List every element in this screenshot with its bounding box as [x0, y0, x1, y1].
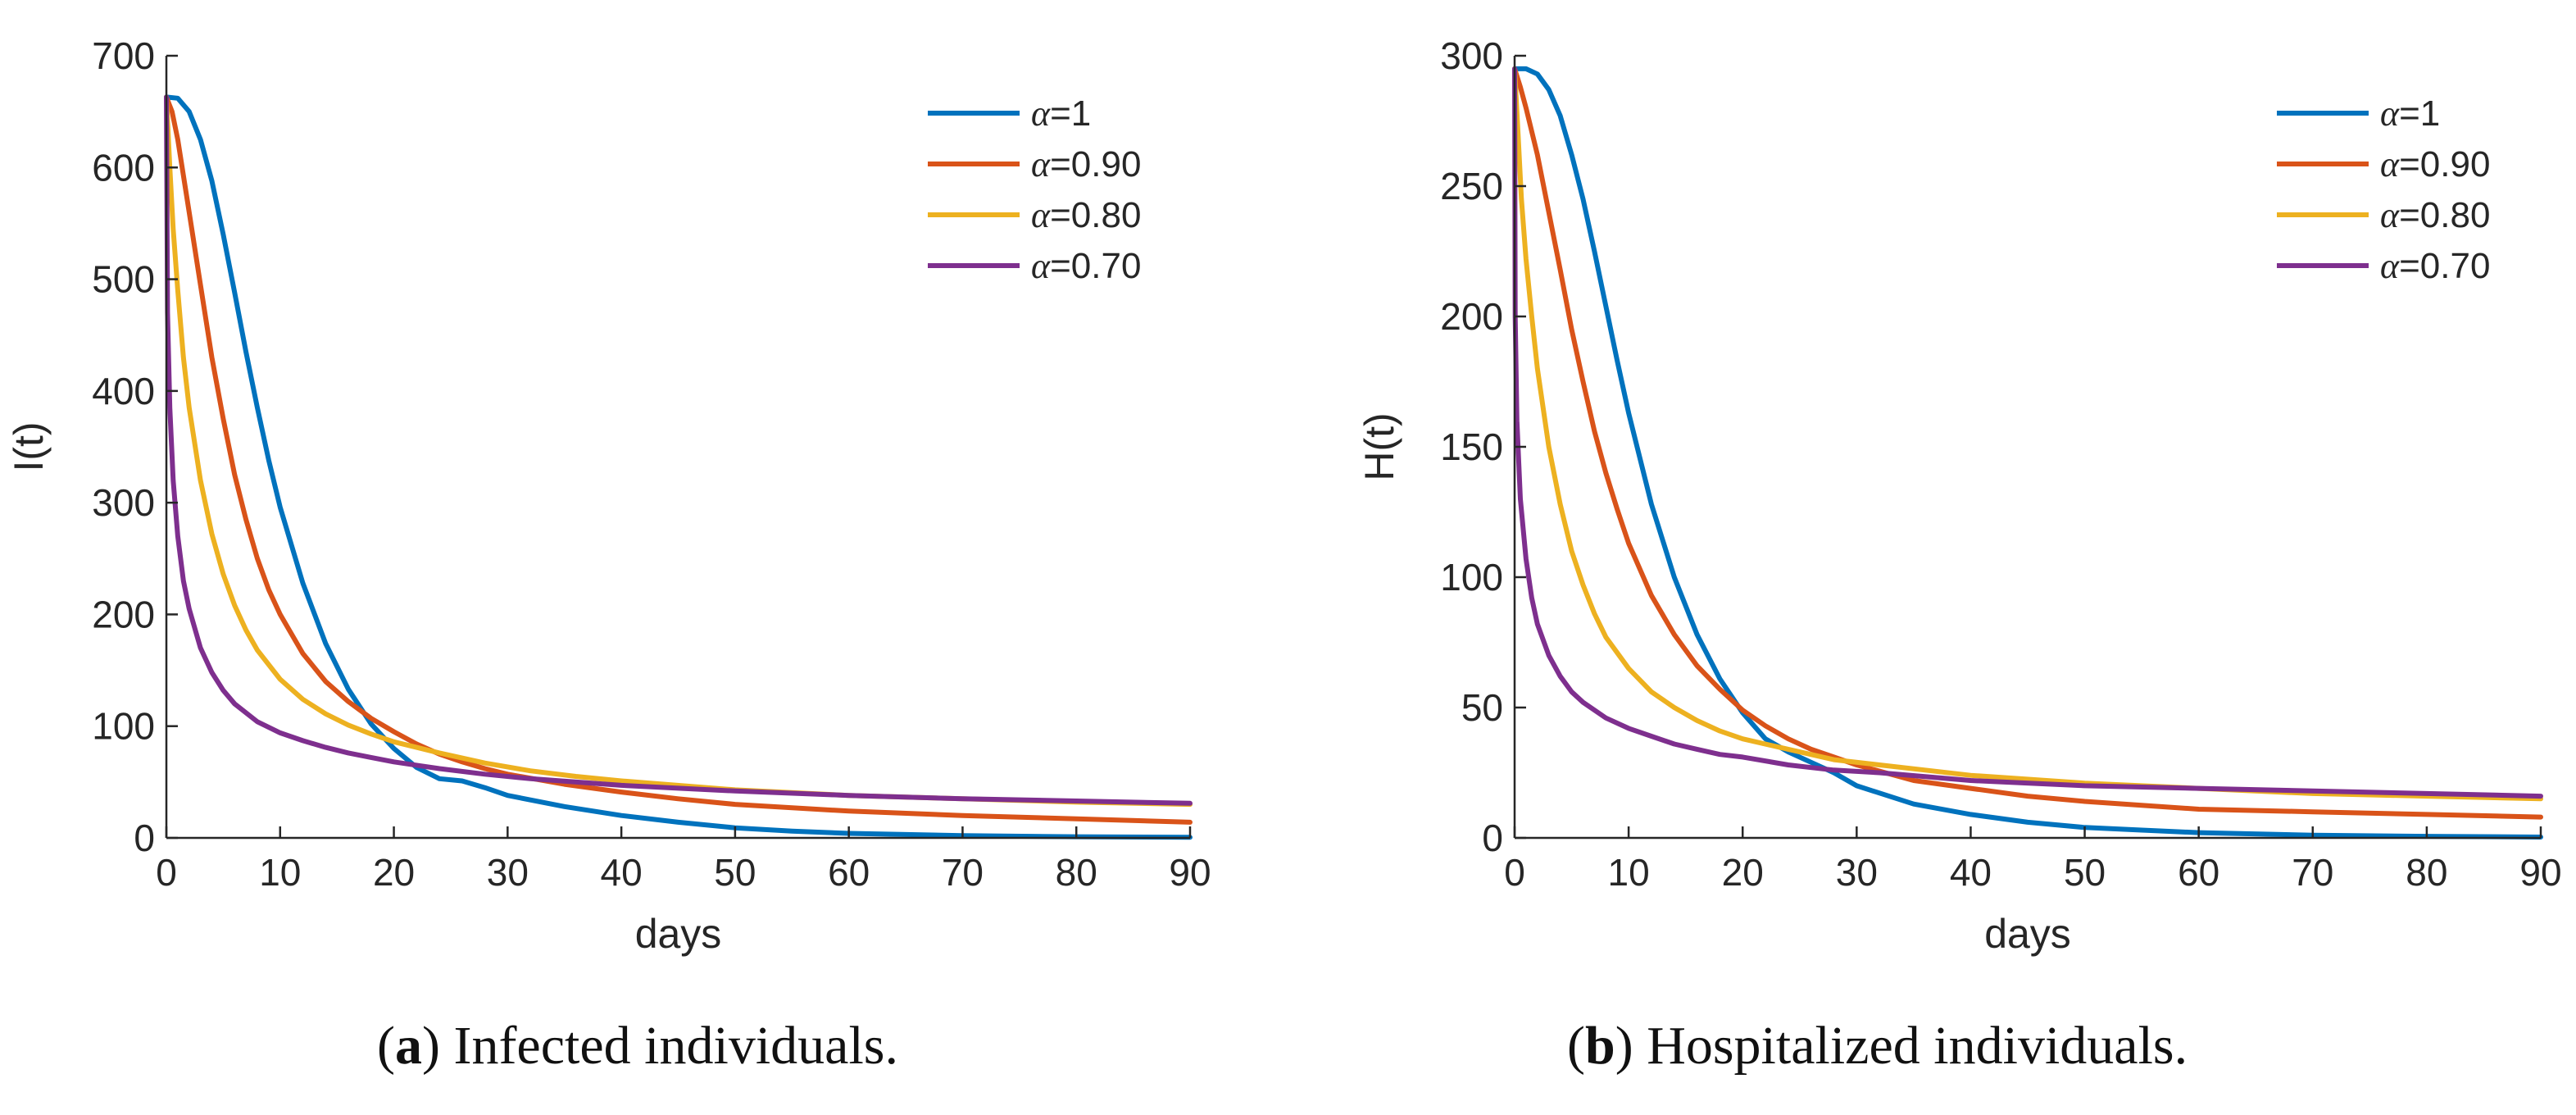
y-tick-label: 200: [1440, 295, 1503, 338]
x-tick-label: 80: [1056, 851, 1097, 894]
series-line-0-2: [164, 94, 1193, 808]
series-line-1-1: [1512, 66, 2543, 820]
x-tick-label: 60: [828, 851, 870, 894]
y-tick-label: 300: [92, 481, 155, 524]
y-axis-label: I(t): [6, 421, 52, 471]
legend-label: α=0.80: [1031, 195, 1141, 235]
x-tick-label: 0: [1504, 851, 1525, 894]
chart-panel-hospitalized: 0 10 20 30 40 50 60 70 80 90 0 50 100 150 200 250 300 day…: [1356, 34, 2562, 957]
legend-label: α=0.70: [1031, 246, 1141, 286]
y-tick-label: 600: [92, 146, 155, 189]
y-tick-label: 700: [92, 34, 155, 77]
caption-b-label: b: [1584, 1016, 1615, 1076]
x-tick-label: 20: [1722, 851, 1764, 894]
series-line-0-3: [164, 94, 1193, 806]
legend-label: α=1: [2380, 93, 2440, 134]
x-tick-label: 40: [601, 851, 643, 894]
caption-a-label: a: [394, 1016, 422, 1076]
series-line-1-2: [1512, 66, 2543, 802]
x-tick-label: 60: [2178, 851, 2219, 894]
x-tick-label: 90: [1169, 851, 1211, 894]
x-tick-label: 70: [942, 851, 984, 894]
x-axis-label: days: [635, 911, 722, 957]
caption-b-text: Hospitalized individuals.: [1647, 1016, 2188, 1076]
x-tick-label: 70: [2292, 851, 2333, 894]
x-tick-label: 30: [1836, 851, 1878, 894]
x-tick-label: 90: [2519, 851, 2561, 894]
y-tick-label: 0: [134, 817, 155, 859]
y-tick-label: 0: [1482, 817, 1503, 859]
legend-label: α=0.70: [2380, 246, 2490, 286]
x-tick-label: 10: [1608, 851, 1650, 894]
x-tick-label: 10: [259, 851, 301, 894]
x-tick-label: 30: [487, 851, 529, 894]
legend-label: α=1: [1031, 93, 1091, 134]
x-axis-label: days: [1984, 911, 2071, 957]
y-tick-label: 300: [1440, 34, 1503, 77]
y-tick-label: 150: [1440, 426, 1503, 468]
caption-a-text: Infected individuals.: [453, 1016, 898, 1076]
x-tick-label: 0: [156, 851, 177, 894]
y-tick-label: 250: [1440, 165, 1503, 207]
caption-b: (b) Hospitalized individuals.: [1567, 1016, 2188, 1076]
legend-label: α=0.80: [2380, 195, 2490, 235]
series-line-0-1: [164, 94, 1193, 825]
legend-label: α=0.90: [1031, 144, 1141, 184]
y-tick-label: 400: [92, 370, 155, 412]
y-axis-label: H(t): [1356, 412, 1402, 480]
x-tick-label: 40: [1950, 851, 1992, 894]
y-tick-label: 100: [1440, 556, 1503, 598]
y-tick-label: 200: [92, 593, 155, 635]
y-tick-label: 100: [92, 705, 155, 748]
y-tick-label: 50: [1461, 686, 1503, 729]
legend-label: α=0.90: [2380, 144, 2490, 184]
series-line-1-0: [1512, 66, 2543, 840]
y-tick-label: 500: [92, 258, 155, 301]
series-line-1-3: [1512, 66, 2543, 799]
x-tick-label: 50: [714, 851, 756, 894]
caption-a: (a) Infected individuals.: [377, 1016, 898, 1076]
x-tick-label: 80: [2406, 851, 2447, 894]
x-tick-label: 50: [2064, 851, 2106, 894]
x-tick-label: 20: [373, 851, 415, 894]
chart-panel-infected: 0 10 20 30 40 50 60 70 80 90 0 100 200 300 400 500 600 70…: [6, 34, 1211, 957]
